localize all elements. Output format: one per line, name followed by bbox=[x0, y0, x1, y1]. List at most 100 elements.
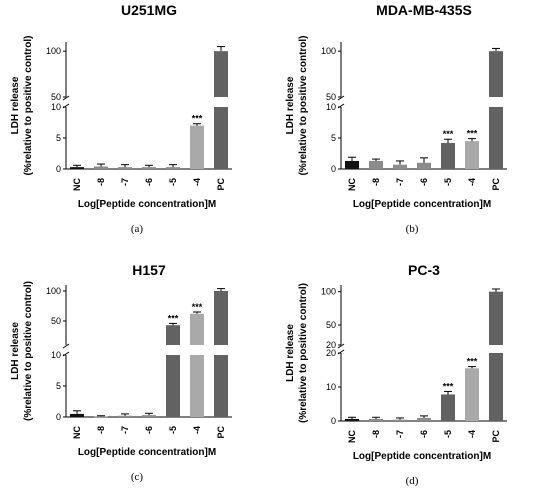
bar-NC bbox=[345, 160, 359, 169]
panel-caption: (a) bbox=[131, 223, 144, 235]
x-tick-label: PC bbox=[216, 426, 226, 439]
bar--8 bbox=[369, 418, 383, 421]
bar-PC-lower bbox=[489, 107, 503, 169]
x-tick-label: -6 bbox=[419, 430, 429, 438]
panel-caption: (c) bbox=[131, 471, 144, 483]
y-axis-label: LDH release bbox=[10, 76, 21, 134]
y-tick-label: 10 bbox=[326, 102, 336, 112]
panel-caption: (b) bbox=[406, 223, 419, 235]
x-tick-label: -5 bbox=[168, 178, 178, 186]
x-tick-label: -5 bbox=[443, 430, 453, 438]
y-tick-label: 0 bbox=[331, 416, 336, 426]
x-tick-label: -7 bbox=[395, 430, 405, 438]
y-tick-label: 0 bbox=[56, 412, 61, 422]
x-tick-label: PC bbox=[491, 430, 501, 443]
bar--7 bbox=[118, 167, 132, 169]
significance-label: *** bbox=[467, 357, 478, 367]
y-tick-label: 0 bbox=[56, 164, 61, 174]
x-tick-label: -7 bbox=[395, 178, 405, 186]
y-tick-label: 50 bbox=[326, 92, 336, 102]
y-tick-label: 100 bbox=[46, 46, 61, 56]
bar--6 bbox=[142, 167, 156, 169]
axis-break-mark bbox=[62, 95, 70, 101]
y-tick-label: 0 bbox=[331, 164, 336, 174]
bar--5 bbox=[166, 167, 180, 169]
y-axis-label: LDH release bbox=[285, 324, 296, 382]
y-tick-label: 50 bbox=[51, 316, 61, 326]
axis-break-mark bbox=[337, 343, 345, 349]
bar-PC-lower bbox=[214, 107, 228, 169]
axis-break-mark bbox=[62, 343, 70, 349]
x-axis-label: Log[Peptide concentration]M bbox=[353, 199, 491, 210]
bar--8 bbox=[94, 166, 108, 169]
y-tick-label: 10 bbox=[326, 382, 336, 392]
x-axis-label: Log[Peptide concentration]M bbox=[78, 447, 216, 458]
significance-label: *** bbox=[192, 302, 203, 312]
bar-NC bbox=[345, 418, 359, 421]
chart-title: H157 bbox=[132, 262, 166, 278]
y-tick-label: 100 bbox=[321, 287, 336, 297]
y-tick-label: 5 bbox=[56, 381, 61, 391]
y-axis-label: LDH release bbox=[285, 76, 296, 134]
x-tick-label: PC bbox=[216, 178, 226, 191]
x-tick-label: NC bbox=[72, 178, 82, 191]
y-tick-label: 100 bbox=[46, 286, 61, 296]
bar--4 bbox=[465, 141, 479, 169]
significance-label: *** bbox=[467, 129, 478, 139]
bar--6 bbox=[142, 415, 156, 417]
bar--7 bbox=[118, 415, 132, 417]
bar-NC bbox=[70, 413, 84, 417]
bar--5 bbox=[441, 394, 455, 421]
x-tick-label: NC bbox=[347, 178, 357, 191]
bar-PC-upper bbox=[214, 51, 228, 97]
bar--7 bbox=[393, 419, 407, 421]
bar--4 bbox=[190, 125, 204, 169]
bar--8 bbox=[94, 416, 108, 418]
x-tick-label: -4 bbox=[467, 178, 477, 186]
y-tick-label: 10 bbox=[51, 350, 61, 360]
y-axis-label: (%relative to positive control) bbox=[298, 35, 309, 175]
bar--4-upper bbox=[190, 313, 204, 345]
x-tick-label: NC bbox=[72, 426, 82, 439]
x-tick-label: PC bbox=[491, 178, 501, 191]
y-tick-label: 20 bbox=[326, 340, 336, 350]
panel-c: H157 0 5 10 50 100 NC -8 -7 -6 *** -5 *** -4 PC LDH rel… bbox=[10, 262, 232, 483]
x-tick-label: -6 bbox=[144, 178, 154, 186]
x-tick-label: -4 bbox=[192, 426, 202, 434]
bar--4-lower bbox=[190, 355, 204, 417]
bar--6 bbox=[417, 162, 431, 169]
x-axis-label: Log[Peptide concentration]M bbox=[78, 199, 216, 210]
bar--7 bbox=[393, 164, 407, 169]
y-axis-label: (%relative to positive control) bbox=[298, 283, 309, 423]
y-axis-label: LDH release bbox=[10, 322, 21, 380]
chart-title: U251MG bbox=[121, 2, 177, 18]
bar--4 bbox=[465, 368, 479, 421]
bar-PC-upper bbox=[214, 291, 228, 345]
y-tick-label: 50 bbox=[326, 320, 336, 330]
significance-label: *** bbox=[443, 381, 454, 391]
y-tick-label: 10 bbox=[51, 102, 61, 112]
bar-NC bbox=[70, 167, 84, 169]
x-tick-label: -4 bbox=[467, 430, 477, 438]
y-axis-label: (%relative to positive control) bbox=[23, 35, 34, 175]
bar--5 bbox=[441, 142, 455, 169]
significance-label: *** bbox=[443, 129, 454, 139]
y-tick-label: 100 bbox=[321, 46, 336, 56]
panel-caption: (d) bbox=[406, 475, 419, 487]
significance-label: *** bbox=[192, 114, 203, 124]
y-tick-label: 5 bbox=[331, 133, 336, 143]
x-tick-label: -7 bbox=[120, 178, 130, 186]
bar--5-lower bbox=[166, 355, 180, 417]
x-tick-label: -5 bbox=[443, 178, 453, 186]
bar-PC-lower bbox=[214, 355, 228, 417]
x-tick-label: -8 bbox=[96, 178, 106, 186]
y-tick-label: 20 bbox=[326, 348, 336, 358]
y-tick-label: 50 bbox=[51, 92, 61, 102]
bar--6 bbox=[417, 417, 431, 421]
bar-PC-lower bbox=[489, 353, 503, 421]
significance-label: *** bbox=[168, 313, 179, 323]
